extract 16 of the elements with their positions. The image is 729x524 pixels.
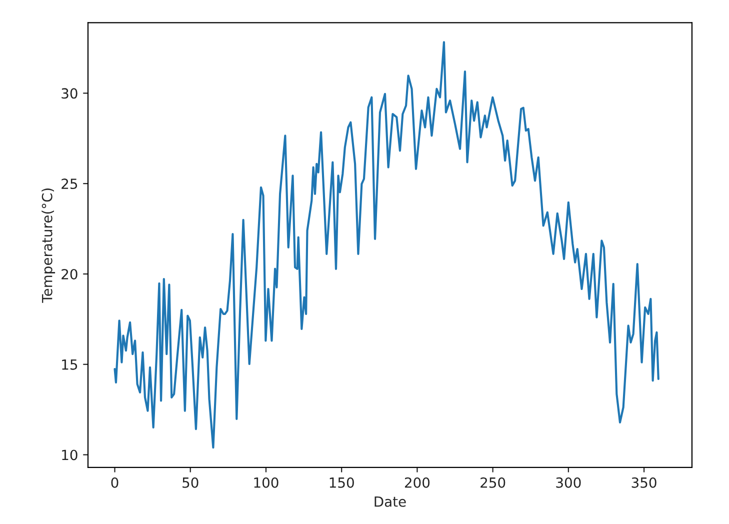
x-tick-label: 50	[182, 477, 198, 488]
x-tick-label: 0	[111, 477, 118, 488]
x-tick-label: 150	[330, 477, 354, 488]
line-series	[114, 41, 660, 449]
x-tick-label: 250	[480, 477, 506, 488]
y-tick-label: 25	[62, 178, 78, 190]
y-tick-label: 15	[62, 360, 78, 370]
y-tick-label: 20	[62, 268, 78, 280]
x-axis-title: Date	[374, 496, 406, 507]
y-tick-label: 30	[62, 88, 78, 99]
x-tick-label: 200	[404, 477, 430, 488]
x-tick-label: 300	[556, 477, 581, 488]
y-tick-label: 10	[62, 450, 78, 460]
x-tick-label: 350	[632, 477, 656, 488]
y-axis-title: Temperature(°C)	[42, 188, 56, 303]
x-tick-label: 100	[254, 477, 278, 488]
